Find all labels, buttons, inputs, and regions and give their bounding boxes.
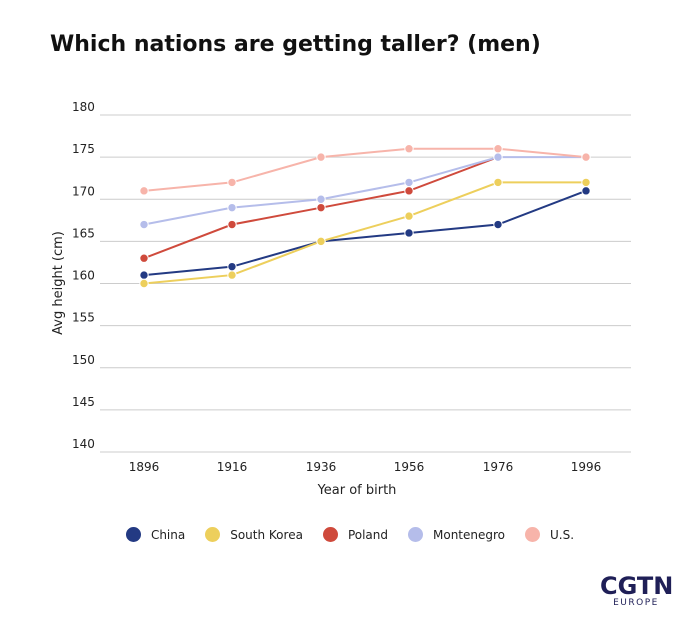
y-tick-label: 175 bbox=[72, 142, 95, 156]
series-layer bbox=[139, 144, 591, 289]
data-point-u-s bbox=[316, 152, 326, 162]
legend-swatch bbox=[408, 527, 423, 542]
y-tick-label: 165 bbox=[72, 226, 95, 240]
series-line-montenegro bbox=[143, 156, 586, 226]
data-point-u-s bbox=[404, 144, 414, 154]
y-tick-label: 170 bbox=[72, 184, 95, 198]
data-point-poland bbox=[316, 202, 326, 213]
data-point-south-korea bbox=[581, 177, 591, 188]
legend-item-montenegro: Montenegro bbox=[408, 527, 505, 542]
x-tick-label: 1936 bbox=[306, 460, 337, 474]
legend-swatch bbox=[125, 527, 141, 542]
data-point-south-korea bbox=[227, 270, 237, 280]
data-point-montenegro bbox=[139, 219, 149, 230]
y-axis-label: Avg height (cm) bbox=[51, 231, 66, 335]
x-tick-label: 1956 bbox=[394, 460, 425, 474]
y-tick-label: 180 bbox=[72, 100, 95, 114]
data-point-south-korea bbox=[139, 278, 149, 289]
series-south-korea bbox=[139, 177, 591, 289]
logo-sub-text: EUROPE bbox=[613, 598, 659, 608]
data-point-south-korea bbox=[493, 177, 503, 188]
data-point-montenegro bbox=[227, 202, 237, 213]
data-point-poland bbox=[227, 219, 237, 230]
y-tick-label: 145 bbox=[72, 395, 95, 409]
legend-label: China bbox=[150, 527, 186, 542]
y-tick-label: 150 bbox=[72, 353, 95, 367]
data-point-u-s bbox=[581, 152, 591, 162]
series-line-china bbox=[143, 189, 587, 277]
data-point-montenegro bbox=[404, 177, 414, 188]
data-point-u-s bbox=[227, 177, 237, 188]
x-axis-ticks: 1896 1916 1936 1956 1976 1996 bbox=[129, 460, 602, 474]
legend-item-poland: Poland bbox=[322, 527, 388, 542]
y-tick-label: 140 bbox=[72, 437, 95, 451]
logo-main-text: CGTN bbox=[600, 572, 674, 600]
data-point-china bbox=[493, 219, 503, 230]
legend-swatch bbox=[322, 527, 338, 542]
data-point-south-korea bbox=[404, 211, 414, 221]
data-point-poland bbox=[404, 186, 414, 196]
data-point-china bbox=[227, 261, 237, 272]
x-axis-label: Year of birth bbox=[317, 483, 397, 498]
data-point-u-s bbox=[139, 186, 149, 196]
legend-swatch bbox=[525, 527, 541, 542]
data-point-montenegro bbox=[316, 194, 326, 204]
data-point-poland bbox=[139, 253, 149, 263]
legend-label: U.S. bbox=[550, 527, 575, 542]
legend-item-china: China bbox=[125, 527, 186, 542]
gridlines bbox=[100, 114, 631, 453]
data-point-china bbox=[404, 228, 414, 238]
y-tick-label: 155 bbox=[72, 311, 95, 325]
series-u-s bbox=[139, 144, 591, 196]
series-montenegro bbox=[139, 152, 591, 230]
series-line-south-korea bbox=[143, 181, 586, 285]
legend-swatch bbox=[205, 527, 221, 542]
data-point-u-s bbox=[493, 144, 503, 154]
legend: China South Korea Poland Montenegro U.S. bbox=[0, 527, 700, 542]
chart-title: Which nations are getting taller? (men) bbox=[50, 32, 541, 57]
x-tick-label: 1996 bbox=[571, 460, 602, 474]
x-tick-label: 1916 bbox=[217, 460, 248, 474]
legend-item-south-korea: South Korea bbox=[205, 527, 303, 542]
legend-label: South Korea bbox=[230, 527, 303, 542]
x-tick-label: 1896 bbox=[129, 460, 160, 474]
y-tick-label: 160 bbox=[72, 269, 95, 283]
y-axis-ticks: 140 145 150 155 160 165 170 175 180 bbox=[72, 100, 95, 451]
data-point-china bbox=[139, 270, 149, 280]
data-point-china bbox=[581, 186, 591, 196]
x-tick-label: 1976 bbox=[483, 460, 514, 474]
series-line-u-s bbox=[143, 147, 587, 192]
legend-item-u-s: U.S. bbox=[525, 527, 574, 542]
data-point-south-korea bbox=[316, 236, 326, 247]
legend-label: Poland bbox=[347, 527, 388, 542]
data-point-montenegro bbox=[493, 152, 503, 162]
legend-label: Montenegro bbox=[433, 527, 506, 542]
cgtn-logo: CGTN EUROPE bbox=[600, 572, 674, 608]
